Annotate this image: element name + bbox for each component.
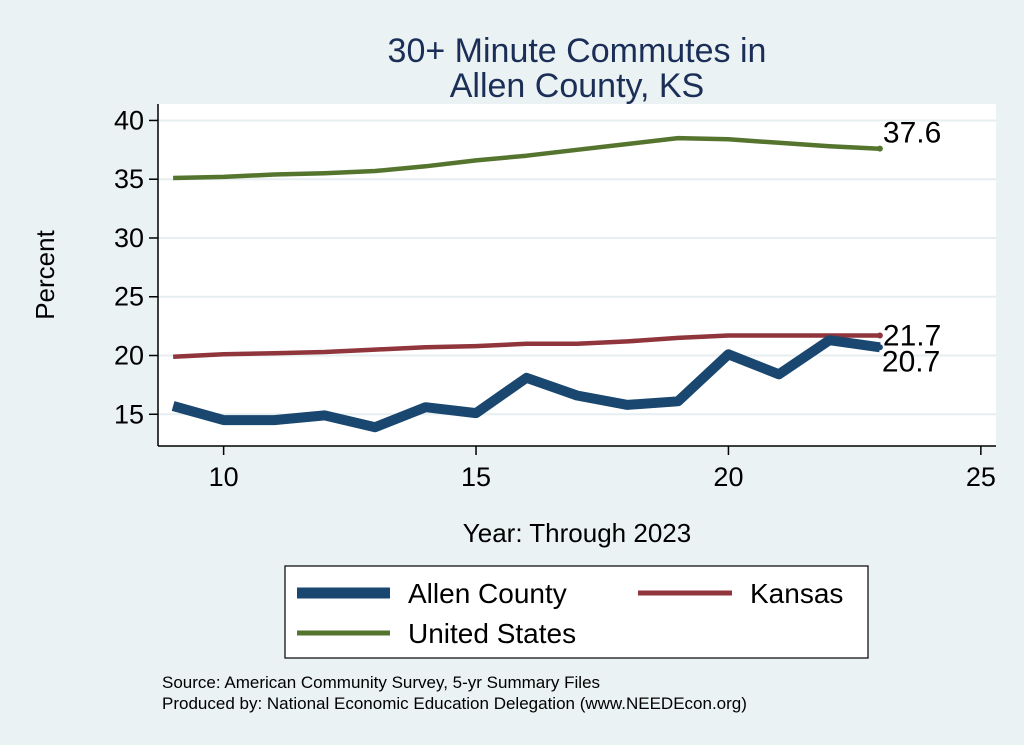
legend-box <box>284 565 869 659</box>
series-line-allen-county <box>171 335 881 433</box>
series-end-point-kansas <box>876 332 883 339</box>
chart-title-line-2: Allen County, KS <box>450 67 705 105</box>
legend-label-united-states: United States <box>408 618 576 649</box>
y-tick-label-35: 35 <box>114 164 144 194</box>
y-tick-label-30: 30 <box>114 223 144 253</box>
series-end-point-united-states <box>876 145 883 152</box>
chart-title-line-1: 30+ Minute Commutes in <box>388 32 767 70</box>
legend: Allen County Kansas United States <box>284 565 869 659</box>
legend-label-kansas: Kansas <box>750 578 843 609</box>
y-tick-label-25: 25 <box>114 282 144 312</box>
end-label-allen-county: 20.7 <box>882 345 940 378</box>
end-label-kansas: 21.7 <box>883 320 941 353</box>
series-line-kansas <box>172 333 880 359</box>
x-tick-label-20: 20 <box>713 462 743 492</box>
plot-area <box>158 104 996 446</box>
y-tick-label-20: 20 <box>114 341 144 371</box>
x-axis-label: Year: Through 2023 <box>463 518 691 548</box>
end-labels: 20.721.7 37.6 <box>882 117 941 379</box>
source-note: Source: American Community Survey, 5-yr … <box>162 673 600 692</box>
y-axis-ticks: 15 20 25 30 35 40 <box>114 105 158 429</box>
legend-label-allen-county: Allen County <box>408 578 567 609</box>
y-tick-label-40: 40 <box>114 105 144 135</box>
series-line-united-states <box>173 135 881 181</box>
y-axis-label: Percent <box>30 229 60 319</box>
series-end-point-allen-county <box>876 344 883 351</box>
end-label-united-states: 37.6 <box>883 117 941 150</box>
x-tick-label-25: 25 <box>966 462 996 492</box>
series-lines <box>171 135 883 433</box>
x-tick-label-10: 10 <box>209 462 239 492</box>
x-tick-label-15: 15 <box>461 462 491 492</box>
x-axis-ticks: 10 15 20 25 <box>209 446 996 492</box>
y-tick-label-15: 15 <box>114 399 144 429</box>
produced-by-note: Produced by: National Economic Education… <box>162 694 747 713</box>
